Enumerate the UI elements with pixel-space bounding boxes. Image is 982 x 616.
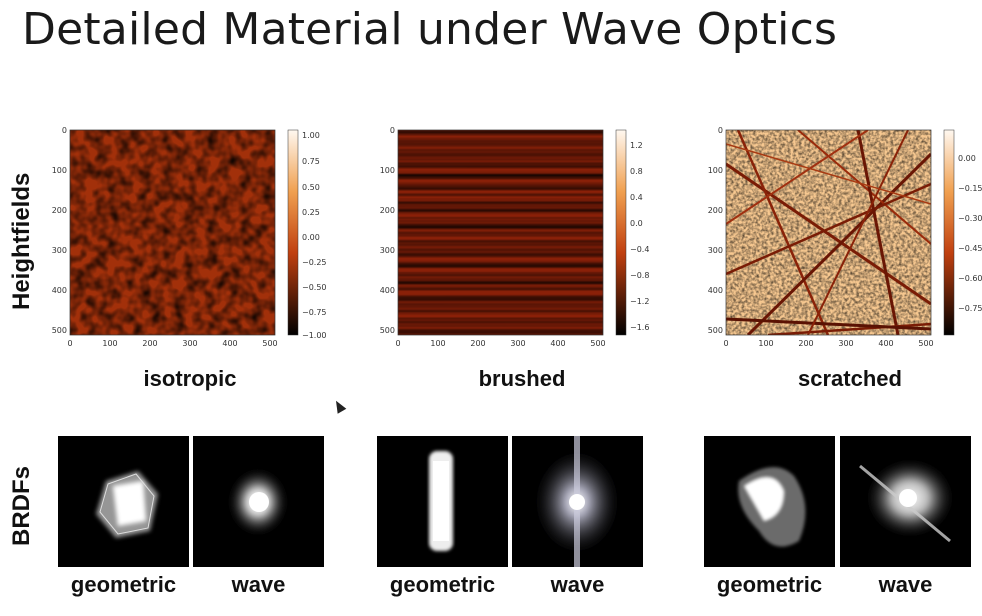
brdf-geometric-isotropic (58, 436, 189, 567)
colorbar-tick: 0.8 (630, 167, 643, 176)
brdf-geometric-brushed (377, 436, 508, 567)
y-tick: 100 (52, 166, 67, 175)
colorbar-tick: 0.00 (302, 233, 320, 242)
colorbar-tick: −0.8 (630, 271, 649, 280)
y-tick: 500 (708, 326, 723, 335)
x-ticks: 0 100 200 300 400 500 (395, 339, 605, 348)
y-tick: 0 (62, 126, 67, 135)
scratch-lines (726, 130, 931, 335)
y-ticks: 0 100 200 300 400 500 (52, 126, 67, 335)
x-tick: 0 (67, 339, 72, 348)
slide-title: Detailed Material under Wave Optics (22, 4, 838, 55)
y-tick: 0 (718, 126, 723, 135)
colorbar-tick: −1.6 (630, 323, 649, 332)
colorbar-tick: 1.2 (630, 141, 643, 150)
x-tick: 100 (430, 339, 445, 348)
brdf-label-wave: wave (878, 572, 933, 597)
heightfield-brushed: 1.2 0.8 0.4 0.0 −0.4 −0.8 −1.2 −1.6 0 10… (380, 126, 649, 348)
x-ticks: 0 100 200 300 400 500 (723, 339, 933, 348)
y-tick: 300 (708, 246, 723, 255)
heightfield-isotropic: 1.00 0.75 0.50 0.25 0.00 −0.25 −0.50 −0.… (52, 126, 327, 348)
material-label-brushed: brushed (478, 366, 566, 391)
x-tick: 400 (222, 339, 237, 348)
y-ticks: 0 100 200 300 400 500 (708, 126, 723, 335)
brdf-wave-brushed (512, 436, 643, 567)
x-tick: 0 (395, 339, 400, 348)
colorbar-tick: −0.60 (958, 274, 982, 283)
brdf-label-geometric: geometric (70, 572, 177, 597)
brdf-label-wave: wave (550, 572, 605, 597)
colorbar-tick: −0.45 (958, 244, 982, 253)
x-tick: 200 (142, 339, 157, 348)
x-tick: 400 (878, 339, 893, 348)
x-tick: 100 (102, 339, 117, 348)
colorbar-tick: −0.50 (302, 283, 327, 292)
brdf-wave-isotropic (193, 436, 324, 567)
x-tick: 200 (798, 339, 813, 348)
y-tick: 200 (708, 206, 723, 215)
x-tick: 300 (510, 339, 525, 348)
colorbar-tick: 0.75 (302, 157, 320, 166)
y-tick: 400 (52, 286, 67, 295)
x-tick: 100 (758, 339, 773, 348)
brdf-label-geometric: geometric (716, 572, 823, 597)
y-tick: 200 (52, 206, 67, 215)
colorbar-ticks: 1.2 0.8 0.4 0.0 −0.4 −0.8 −1.2 −1.6 (630, 141, 649, 332)
x-tick: 500 (590, 339, 605, 348)
brdf-label-geometric: geometric (389, 572, 496, 597)
colorbar-tick: −0.25 (302, 258, 327, 267)
colorbar-tick: −0.75 (302, 308, 327, 317)
x-tick: 200 (470, 339, 485, 348)
y-ticks: 0 100 200 300 400 500 (380, 126, 395, 335)
colorbar-tick: −0.15 (958, 184, 982, 193)
colorbar-tick: 0.25 (302, 208, 320, 217)
material-label-isotropic: isotropic (143, 366, 237, 391)
mouse-cursor-icon (331, 398, 347, 414)
colorbar-tick: 0.50 (302, 183, 320, 192)
colorbar-tick: 0.4 (630, 193, 643, 202)
colorbar-tick: 1.00 (302, 131, 320, 140)
x-tick: 500 (262, 339, 277, 348)
x-tick: 0 (723, 339, 728, 348)
x-tick: 400 (550, 339, 565, 348)
material-label-scratched: scratched (798, 366, 902, 391)
y-tick: 300 (52, 246, 67, 255)
colorbar-tick: −0.4 (630, 245, 649, 254)
y-tick: 500 (380, 326, 395, 335)
colorbar-tick: −1.00 (302, 331, 327, 340)
brdf-label-wave: wave (231, 572, 286, 597)
x-tick: 300 (182, 339, 197, 348)
colorbar-ticks: 1.00 0.75 0.50 0.25 0.00 −0.25 −0.50 −0.… (302, 131, 327, 340)
y-tick: 400 (708, 286, 723, 295)
colorbar-tick: 0.0 (630, 219, 643, 228)
colorbar-tick: −0.75 (958, 304, 982, 313)
brdf-wave-scratched (840, 436, 971, 567)
row-label-brdfs: BRDFs (8, 465, 35, 546)
y-tick: 200 (380, 206, 395, 215)
y-tick: 300 (380, 246, 395, 255)
y-tick: 100 (380, 166, 395, 175)
y-tick: 100 (708, 166, 723, 175)
x-tick: 500 (918, 339, 933, 348)
y-tick: 500 (52, 326, 67, 335)
colorbar-tick: −1.2 (630, 297, 649, 306)
y-tick: 0 (390, 126, 395, 135)
brdf-geometric-scratched (704, 436, 835, 567)
y-tick: 400 (380, 286, 395, 295)
colorbar-tick: 0.00 (958, 154, 976, 163)
x-ticks: 0 100 200 300 400 500 (67, 339, 277, 348)
colorbar-tick: −0.30 (958, 214, 982, 223)
row-label-heightfields: Heightfields (8, 172, 35, 310)
heightfield-scratched: 0.00 −0.15 −0.30 −0.45 −0.60 −0.75 0 100… (708, 126, 982, 348)
x-tick: 300 (838, 339, 853, 348)
colorbar-ticks: 0.00 −0.15 −0.30 −0.45 −0.60 −0.75 (958, 154, 982, 313)
